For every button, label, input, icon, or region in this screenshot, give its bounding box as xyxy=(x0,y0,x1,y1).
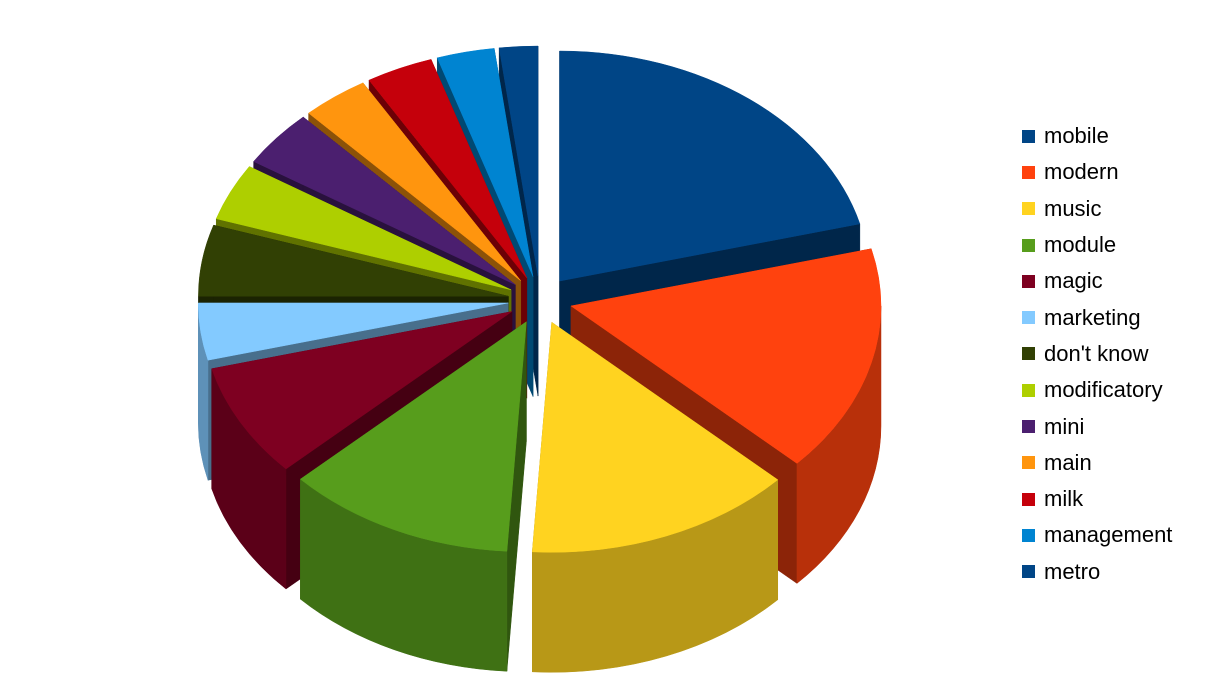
legend-label: mini xyxy=(1044,413,1085,439)
legend-label: magic xyxy=(1044,268,1103,294)
legend-label: module xyxy=(1044,232,1117,258)
legend-swatch xyxy=(1022,528,1035,542)
legend-swatch xyxy=(1022,165,1035,179)
legend-item: magic xyxy=(1022,263,1172,299)
legend-swatch xyxy=(1022,238,1035,252)
legend-label: music xyxy=(1044,195,1102,221)
legend-label: main xyxy=(1044,449,1092,475)
pie-chart xyxy=(198,45,882,673)
legend-item: mini xyxy=(1022,408,1172,444)
legend-swatch xyxy=(1022,202,1035,216)
legend-item: don't know xyxy=(1022,336,1172,372)
legend: mobile modern music module magic marketing don… xyxy=(1022,118,1172,590)
legend-item: milk xyxy=(1022,481,1172,517)
legend-item: management xyxy=(1022,517,1172,553)
legend-item: main xyxy=(1022,445,1172,481)
legend-swatch xyxy=(1022,492,1035,506)
legend-swatch xyxy=(1022,274,1035,288)
pie-slice xyxy=(299,321,527,672)
legend-swatch xyxy=(1022,383,1035,397)
legend-label: metro xyxy=(1044,558,1101,584)
legend-label: management xyxy=(1044,522,1173,548)
legend-label: marketing xyxy=(1044,304,1141,330)
legend-item: metro xyxy=(1022,554,1172,590)
legend-swatch xyxy=(1022,129,1035,143)
legend-swatch xyxy=(1022,347,1035,361)
legend-swatch xyxy=(1022,456,1035,470)
legend-item: module xyxy=(1022,227,1172,263)
legend-item: marketing xyxy=(1022,299,1172,335)
pie-slice xyxy=(532,321,779,673)
legend-label: milk xyxy=(1044,486,1084,512)
legend-item: music xyxy=(1022,191,1172,227)
legend-swatch xyxy=(1022,311,1035,325)
legend-swatch xyxy=(1022,420,1035,434)
legend-label: modificatory xyxy=(1044,377,1163,403)
legend-label: modern xyxy=(1044,159,1119,185)
legend-item: modern xyxy=(1022,154,1172,190)
legend-swatch xyxy=(1022,565,1035,579)
legend-label: mobile xyxy=(1044,123,1109,149)
legend-item: mobile xyxy=(1022,118,1172,154)
legend-item: modificatory xyxy=(1022,372,1172,408)
legend-label: don't know xyxy=(1044,340,1149,366)
